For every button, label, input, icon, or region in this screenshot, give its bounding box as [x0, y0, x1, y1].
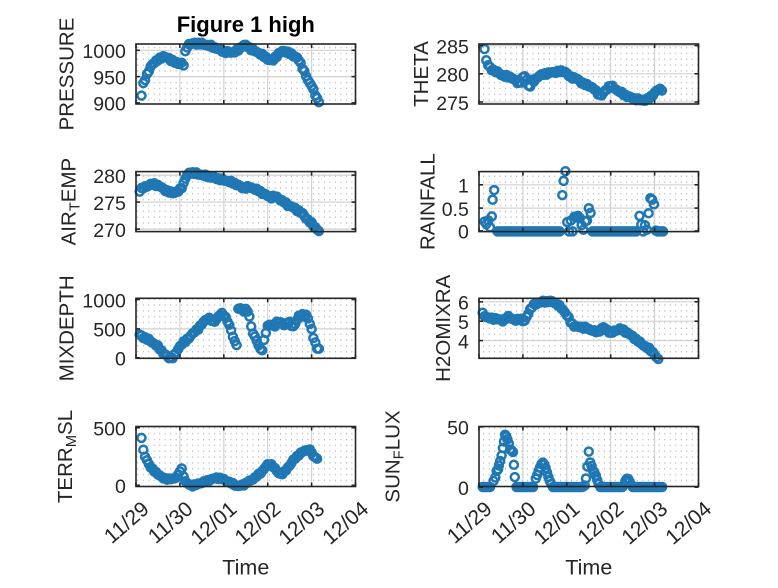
svg-text:0: 0	[115, 349, 126, 371]
svg-text:PRESSURE: PRESSURE	[55, 18, 78, 131]
svg-text:MIXDEPTH: MIXDEPTH	[55, 275, 78, 381]
svg-text:500: 500	[93, 320, 126, 342]
svg-text:50: 50	[447, 418, 469, 440]
svg-text:Time: Time	[565, 556, 612, 580]
svg-text:285: 285	[436, 36, 469, 58]
svg-text:SUNF​LUX: SUNF​LUX	[382, 410, 408, 503]
svg-text:1000: 1000	[82, 41, 126, 63]
svg-text:275: 275	[436, 93, 469, 115]
svg-text:280: 280	[436, 65, 469, 87]
svg-text:0.5: 0.5	[442, 199, 469, 221]
svg-text:Time: Time	[222, 556, 269, 580]
svg-text:280: 280	[93, 166, 126, 188]
svg-text:Figure 1 high: Figure 1 high	[177, 12, 315, 37]
svg-text:H2OMIXRA: H2OMIXRA	[432, 274, 455, 381]
svg-text:4: 4	[458, 331, 469, 353]
svg-text:THETA: THETA	[410, 41, 433, 107]
svg-text:270: 270	[93, 220, 126, 242]
svg-text:5: 5	[458, 312, 469, 334]
svg-text:900: 900	[93, 94, 126, 116]
svg-text:275: 275	[93, 193, 126, 215]
svg-text:6: 6	[458, 293, 469, 315]
svg-text:1: 1	[458, 176, 469, 198]
svg-text:0: 0	[458, 222, 469, 244]
svg-text:AIRT​EMP: AIRT​EMP	[58, 158, 84, 246]
svg-text:500: 500	[93, 419, 126, 441]
svg-text:0: 0	[458, 478, 469, 500]
svg-text:TERRM​SL: TERRM​SL	[54, 410, 80, 503]
svg-text:0: 0	[115, 476, 126, 498]
svg-text:RAINFALL: RAINFALL	[416, 153, 439, 250]
svg-text:1000: 1000	[82, 290, 126, 312]
svg-text:950: 950	[93, 67, 126, 89]
